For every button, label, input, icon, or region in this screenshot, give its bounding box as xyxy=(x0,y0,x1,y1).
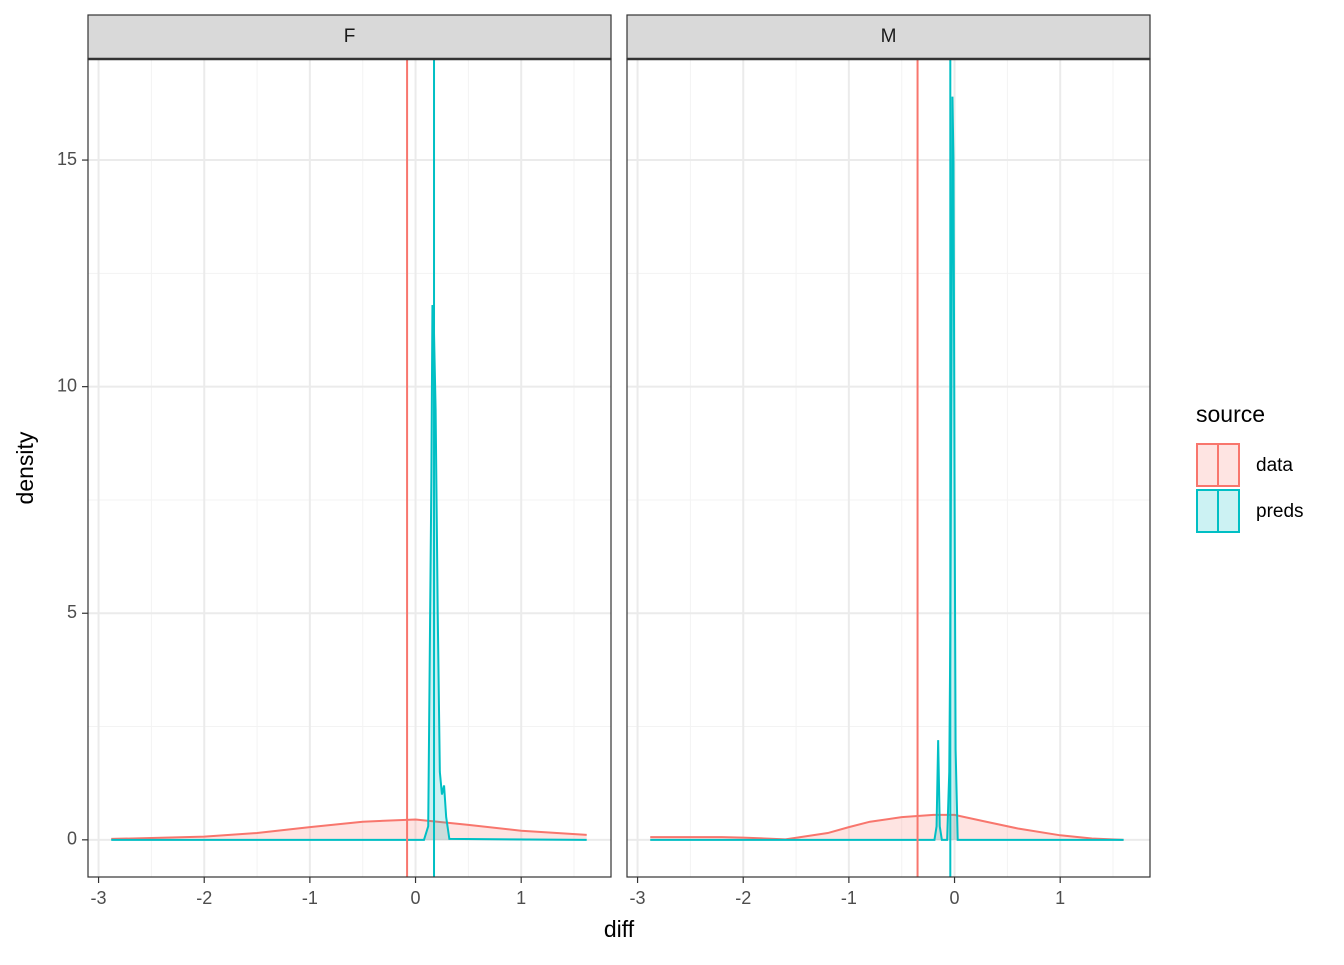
x-tick-label: 0 xyxy=(411,888,421,908)
panel-bg xyxy=(627,59,1150,877)
density-area xyxy=(111,819,587,840)
strip-label: F xyxy=(344,26,356,47)
strip xyxy=(87,14,612,60)
strip xyxy=(626,14,1151,60)
y-axis-title: density xyxy=(12,431,38,504)
panel-bg xyxy=(88,59,611,877)
x-tick-label: -1 xyxy=(302,888,318,908)
density-line xyxy=(650,813,1124,841)
x-tick-label: 1 xyxy=(516,888,526,908)
x-tick-label: 1 xyxy=(1055,888,1065,908)
y-tick-label: 15 xyxy=(57,149,77,169)
y-tick-label: 10 xyxy=(57,375,77,395)
x-tick-label: -1 xyxy=(841,888,857,908)
x-tick-label: -2 xyxy=(735,888,751,908)
y-tick-label: 5 xyxy=(67,602,77,622)
y-tick-label: 0 xyxy=(67,829,77,849)
x-tick-label: -3 xyxy=(630,888,646,908)
density-line xyxy=(111,304,587,841)
x-axis-title: diff xyxy=(604,916,635,942)
legend-label: data xyxy=(1256,455,1293,476)
x-tick-label: -2 xyxy=(196,888,212,908)
density-line xyxy=(111,818,587,840)
density-area xyxy=(650,814,1124,840)
x-tick-label: -3 xyxy=(91,888,107,908)
legend-label: preds xyxy=(1256,501,1304,522)
legend-title: source xyxy=(1196,401,1265,427)
strip-label: M xyxy=(881,26,897,47)
x-tick-label: 0 xyxy=(950,888,960,908)
